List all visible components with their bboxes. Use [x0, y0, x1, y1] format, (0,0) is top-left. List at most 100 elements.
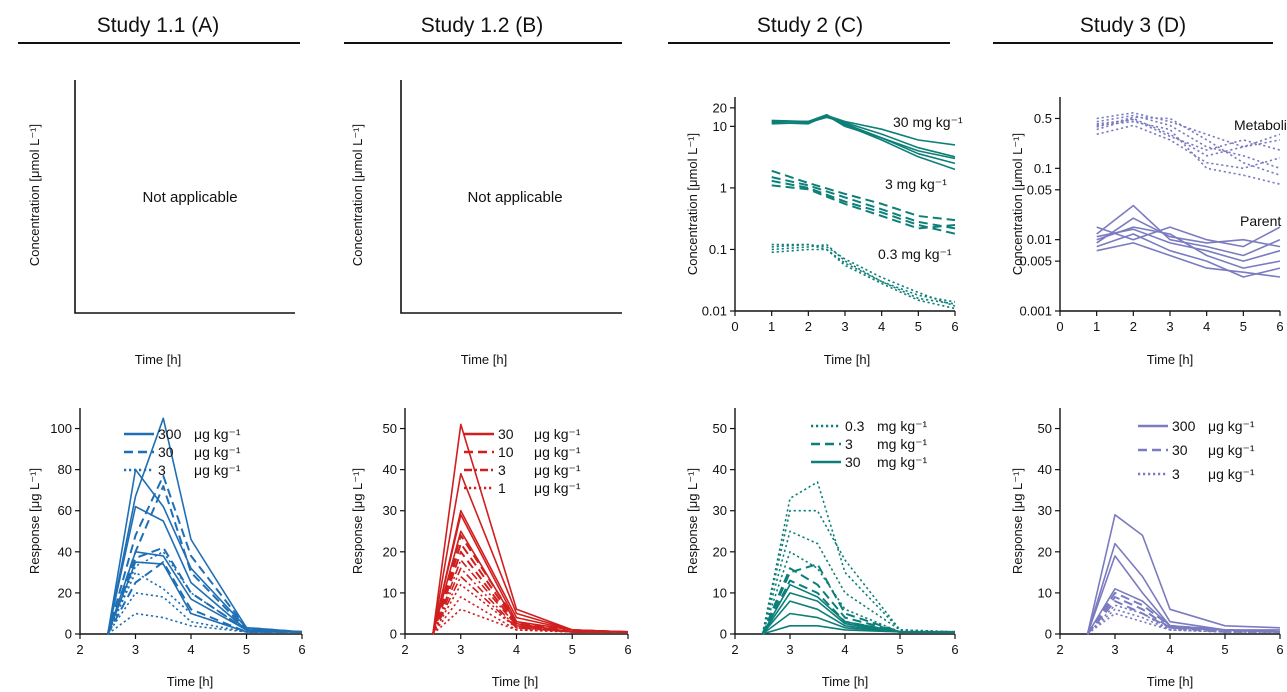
d-top-series-line: [1096, 120, 1281, 185]
d-top-series-line: [1096, 228, 1281, 262]
d-bottom-legend-unit: μg kg⁻¹: [1208, 442, 1255, 458]
c-bottom-y-tick-label: 30: [713, 503, 727, 518]
b-bottom-x-tick-label: 6: [624, 642, 631, 657]
b-bottom-x-tick-label: 3: [457, 642, 464, 657]
c-top-series-line: [771, 113, 956, 171]
a-bottom-series-line: [106, 485, 303, 635]
d-top-y-tick-label: 0.5: [1034, 111, 1052, 126]
a-bottom-legend-unit: μg kg⁻¹: [194, 444, 241, 460]
a-bottom-legend-dose: 300: [158, 426, 182, 442]
c-bottom-legend-unit: mg kg⁻¹: [877, 418, 928, 434]
c-top-y-tick-label: 0.1: [709, 242, 727, 257]
c-top-y-tick-label: 0.01: [702, 304, 727, 319]
d-bottom-legend-dose: 300: [1172, 418, 1196, 434]
c-top-x-tick-label: 6: [951, 319, 958, 334]
c-top-series-line: [771, 243, 956, 305]
panel-a-top-xlabel: Time [h]: [135, 352, 181, 367]
a-bottom-y-tick-label: 60: [58, 503, 72, 518]
a-bottom-x-tick-label: 3: [132, 642, 139, 657]
d-top-x-tick-label: 2: [1130, 319, 1137, 334]
b-bottom-y-tick-label: 40: [383, 462, 397, 477]
title-study-b: Study 1.2 (B): [421, 14, 544, 37]
b-bottom-legend-dose: 10: [498, 444, 514, 460]
d-bottom-series-line: [1086, 596, 1281, 635]
d-bottom-x-tick-label: 5: [1221, 642, 1228, 657]
panel-b-top-not-applicable: Not applicable: [467, 189, 562, 206]
panel-c-top: 0 1 2 3 4 5 6 0.01 0.1 1 10 20 Time [h] Concentration…: [685, 97, 963, 367]
b-bottom-y-tick-label: 20: [383, 544, 397, 559]
b-bottom-series-line: [431, 550, 628, 635]
c-bottom-series-line: [761, 509, 956, 635]
a-bottom-series-line: [107, 612, 302, 635]
c-top-series-line: [771, 243, 956, 307]
d-top-series-line: [1096, 242, 1281, 278]
c-top-series-line: [771, 176, 956, 230]
a-bottom-y-tick-label: 80: [58, 462, 72, 477]
b-bottom-legend-dose: 30: [498, 426, 514, 442]
panel-b-top-xlabel: Time [h]: [461, 352, 507, 367]
a-bottom-x-tick-label: 6: [298, 642, 305, 657]
d-top-x-tick-label: 5: [1240, 319, 1247, 334]
c-bottom-series-line: [762, 624, 955, 635]
a-bottom-y-tick-label: 0: [65, 627, 72, 642]
a-bottom-legend-unit: μg kg⁻¹: [194, 426, 241, 442]
c-bottom-legend-dose: 3: [845, 436, 853, 452]
d-bottom-y-tick-label: 20: [1038, 544, 1052, 559]
a-bottom-legend-dose: 3: [158, 462, 166, 478]
a-bottom-x-tick-label: 4: [187, 642, 194, 657]
c-bottom-series-line: [761, 530, 956, 635]
c-top-x-tick-label: 3: [841, 319, 848, 334]
c-top-series-line: [771, 116, 956, 158]
panel-d-bottom: 2 3 4 5 6 0 10 20 30 40 50 Time [h] Response [μg L⁻¹…: [1010, 408, 1284, 689]
d-top-y-tick-label: 0.05: [1027, 182, 1052, 197]
c-top-x-tick-label: 5: [915, 319, 922, 334]
b-bottom-x-tick-label: 4: [513, 642, 520, 657]
b-bottom-y-tick-label: 30: [383, 503, 397, 518]
a-bottom-y-tick-label: 20: [58, 585, 72, 600]
d-top-y-tick-label: 0.1: [1034, 161, 1052, 176]
c-bottom-series-line: [761, 563, 955, 635]
c-bottom-x-tick-label: 4: [841, 642, 848, 657]
c-top-series-line: [771, 169, 956, 222]
d-bottom-series-line: [1086, 555, 1281, 635]
title-study-c: Study 2 (C): [757, 14, 863, 37]
a-bottom-xlabel: Time [h]: [167, 674, 213, 689]
panel-a-top-axes: [74, 80, 295, 314]
d-bottom-legend: 300 μg kg⁻¹ 30 μg kg⁻¹ 3 μg kg⁻¹: [1138, 418, 1255, 482]
d-top-annotation: Metabolite: [1234, 117, 1287, 133]
b-bottom-series-line: [432, 530, 628, 635]
d-bottom-y-tick-label: 10: [1038, 585, 1052, 600]
d-top-ylabel: Concentration [μmol L⁻¹]: [1010, 133, 1025, 275]
d-top-x-tick-label: 6: [1276, 319, 1283, 334]
b-bottom-series-line: [432, 423, 629, 635]
a-bottom-x-tick-label: 2: [76, 642, 83, 657]
b-bottom-y-tick-label: 0: [390, 627, 397, 642]
a-bottom-series-line: [107, 550, 303, 635]
d-bottom-x-tick-label: 4: [1166, 642, 1173, 657]
c-bottom-x-tick-label: 2: [731, 642, 738, 657]
d-top-series-line: [1096, 118, 1281, 151]
c-bottom-legend-unit: mg kg⁻¹: [877, 454, 928, 470]
c-bottom-y-tick-label: 10: [713, 585, 727, 600]
b-bottom-series-line: [432, 608, 628, 635]
a-bottom-series-line: [107, 571, 302, 635]
c-top-annotation: 3 mg kg⁻¹: [885, 176, 947, 192]
c-bottom-y-tick-label: 50: [713, 421, 727, 436]
c-bottom-legend-dose: 30: [845, 454, 861, 470]
c-top-series-line: [771, 184, 956, 230]
a-bottom-y-tick-label: 40: [58, 544, 72, 559]
d-top-annotation: Parent: [1240, 213, 1281, 229]
a-bottom-legend-dose: 30: [158, 444, 174, 460]
b-bottom-xlabel: Time [h]: [492, 674, 538, 689]
c-top-x-tick-label: 2: [805, 319, 812, 334]
c-bottom-ylabel: Response [μg L⁻¹]: [685, 468, 700, 574]
d-top-series-line: [1096, 116, 1281, 176]
panel-b-top-axes: [400, 80, 622, 314]
d-bottom-series-line: [1087, 612, 1280, 635]
panel-b-bottom: 2 3 4 5 6 0 10 20 30 40 50 Time [h] Response [μg L⁻¹…: [350, 408, 632, 689]
b-bottom-series-line: [432, 559, 628, 635]
c-top-annotation: 0.3 mg kg⁻¹: [878, 246, 952, 262]
c-top-x-tick-label: 1: [768, 319, 775, 334]
c-bottom-x-tick-label: 6: [951, 642, 958, 657]
